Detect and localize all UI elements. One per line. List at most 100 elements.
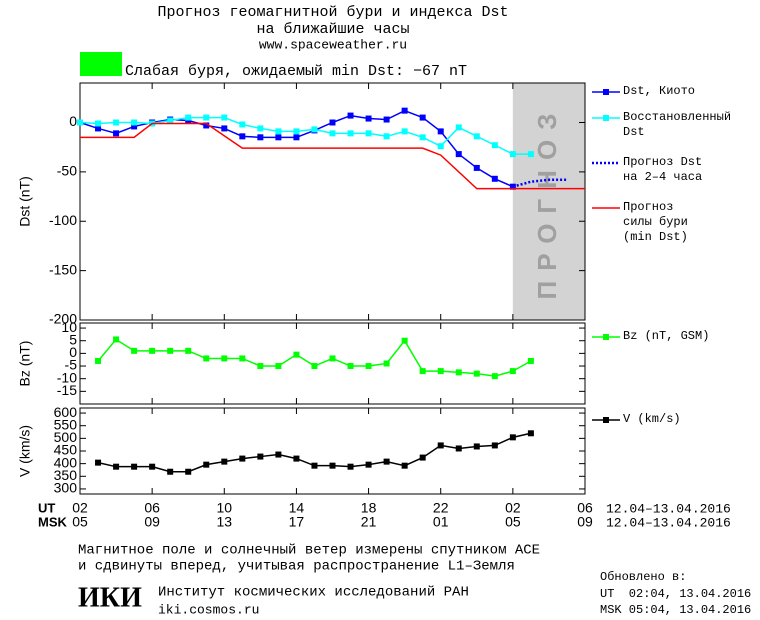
data-point — [293, 351, 300, 358]
x2-tick-label: 09 — [577, 514, 593, 530]
data-point — [383, 458, 390, 465]
data-point — [329, 130, 336, 137]
data-point — [221, 125, 228, 132]
data-point — [95, 120, 102, 127]
y-tick-label: 10 — [61, 319, 77, 335]
status-text: Слабая буря, ожидаемый min Dst: −67 nT — [125, 63, 467, 80]
data-point — [455, 124, 462, 131]
data-point — [275, 128, 282, 135]
data-point — [257, 453, 264, 460]
data-point — [419, 134, 426, 141]
data-point — [95, 357, 102, 364]
data-point — [257, 134, 264, 141]
data-point — [275, 451, 282, 458]
data-point — [509, 151, 516, 158]
x2-tick-label: 01 — [433, 514, 449, 530]
updated-msk: MSK 05:04, 13.04.2016 — [600, 603, 751, 617]
x-tick-label: 22 — [433, 500, 449, 516]
data-point — [221, 355, 228, 362]
data-point — [401, 107, 408, 114]
data-point — [113, 336, 120, 343]
data-point — [131, 119, 138, 126]
data-point — [455, 151, 462, 158]
x-tick-label: 10 — [216, 500, 232, 516]
legend-marker — [603, 334, 609, 340]
data-point — [437, 128, 444, 135]
data-point — [491, 142, 498, 149]
footer-note: Магнитное поле и солнечный ветер измерен… — [78, 542, 540, 559]
x-range-label: 12.04–13.04.2016 — [606, 501, 731, 516]
x2-tick-label: 21 — [361, 514, 377, 530]
x-tick-label: 02 — [505, 500, 521, 516]
legend-label: V (km/s) — [623, 412, 681, 426]
legend-marker — [603, 89, 609, 95]
data-point — [77, 119, 83, 126]
data-point — [365, 115, 372, 122]
x-tick-label: 02 — [72, 500, 88, 516]
series-line — [512, 178, 567, 188]
data-point — [437, 143, 444, 150]
data-point — [365, 130, 372, 137]
forecast-region — [512, 83, 585, 320]
data-point — [257, 125, 264, 132]
y-tick-label: 400 — [54, 454, 78, 470]
site: iki.cosmos.ru — [158, 602, 259, 617]
footer-note: и сдвинуты вперед, учитывая распростране… — [78, 559, 515, 575]
data-point — [311, 363, 318, 370]
x2-range-label: 12.04–13.04.2016 — [606, 515, 731, 530]
y-tick-label: 350 — [54, 467, 78, 483]
url: www.spaceweather.ru — [259, 37, 407, 52]
y-tick-label: -10 — [57, 369, 77, 385]
y-tick-label: 600 — [54, 404, 78, 420]
data-point — [329, 119, 336, 126]
data-point — [383, 116, 390, 123]
x2-tick-label: 17 — [289, 514, 305, 530]
y-tick-label: -15 — [57, 382, 77, 398]
data-point — [131, 463, 138, 470]
x2-tick-label: 05 — [505, 514, 521, 530]
status-box — [80, 52, 122, 76]
y-axis-label: V (km/s) — [17, 425, 33, 477]
legend-label: Прогноз Dst на 2–4 часа — [623, 155, 703, 184]
data-point — [383, 360, 390, 367]
institute: Институт космических исследований РАН — [158, 584, 469, 601]
logo: ИКИ — [78, 582, 142, 613]
y-tick-label: -200 — [49, 311, 77, 327]
x-axis-label: UT — [38, 500, 55, 515]
legend-label: Восстановленный Dst — [623, 110, 732, 139]
y-tick-label: -5 — [65, 357, 78, 373]
data-point — [419, 454, 426, 461]
y-tick-label: -100 — [49, 212, 77, 228]
data-point — [491, 442, 498, 449]
x2-tick-label: 05 — [72, 514, 88, 530]
data-point — [329, 355, 336, 362]
data-point — [473, 133, 480, 140]
legend-marker — [603, 115, 609, 121]
data-point — [347, 112, 354, 119]
data-point — [185, 114, 192, 121]
data-point — [221, 458, 228, 465]
data-point — [149, 463, 156, 470]
data-point — [239, 355, 246, 362]
data-point — [149, 347, 156, 354]
x-tick-label: 18 — [361, 500, 377, 516]
data-point — [383, 133, 390, 140]
title: Прогноз геомагнитной бури и индекса Dst — [157, 4, 508, 21]
data-point — [95, 459, 102, 466]
data-point — [401, 462, 408, 469]
data-point — [491, 373, 498, 380]
data-point — [257, 363, 264, 370]
forecast-label: ПРОГНОЗ — [532, 104, 562, 300]
data-point — [527, 357, 534, 364]
y-tick-label: 0 — [69, 344, 77, 360]
y-tick-label: -150 — [49, 261, 77, 277]
data-point — [167, 117, 174, 124]
data-point — [203, 461, 210, 468]
data-point — [473, 164, 480, 171]
data-point — [113, 119, 120, 126]
y-tick-label: 5 — [69, 331, 77, 347]
data-point — [113, 463, 120, 470]
data-point — [293, 134, 300, 141]
data-point — [113, 130, 120, 137]
